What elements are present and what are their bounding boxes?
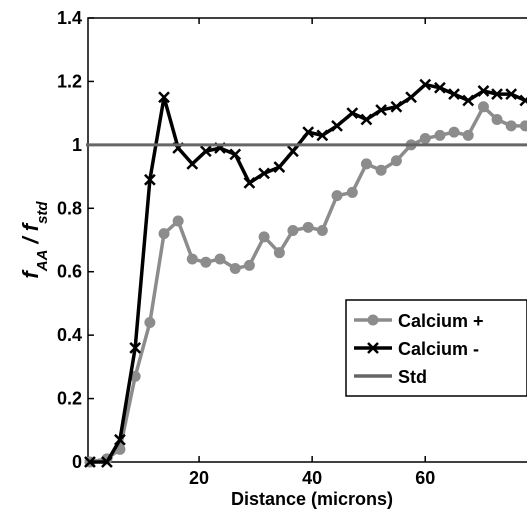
data-point — [229, 263, 241, 275]
legend-label: Calcium - — [398, 339, 479, 359]
y-label-part: / f — [18, 221, 43, 249]
legend-marker — [367, 314, 379, 326]
data-point — [144, 316, 156, 328]
x-tick-label: 60 — [415, 468, 435, 488]
data-point — [287, 145, 299, 158]
data-point — [434, 129, 446, 141]
data-point — [491, 88, 503, 100]
legend-label: Std — [398, 367, 427, 387]
legend-marker — [367, 342, 379, 354]
data-point — [505, 120, 517, 132]
y-tick-label: 1.4 — [57, 8, 82, 28]
data-point — [214, 253, 226, 265]
data-point — [200, 256, 212, 268]
series-line — [89, 103, 526, 464]
data-point — [519, 120, 527, 132]
data-point — [258, 231, 270, 243]
x-tick-label: 40 — [302, 468, 322, 488]
data-point — [462, 129, 474, 141]
series-line — [89, 82, 527, 464]
y-label-subscript: std — [34, 201, 51, 224]
data-point — [243, 259, 255, 271]
data-point — [287, 224, 299, 236]
data-point — [331, 190, 343, 202]
data-point — [477, 101, 489, 113]
y-label-part: f — [18, 269, 43, 279]
data-point — [316, 224, 328, 236]
data-point — [158, 91, 170, 104]
plot-frame — [87, 17, 527, 463]
data-point — [144, 173, 156, 186]
data-point — [419, 133, 431, 145]
data-point — [273, 247, 285, 259]
data-point — [346, 107, 359, 120]
data-point — [346, 186, 358, 198]
data-point — [477, 85, 490, 97]
y-tick-label: 1 — [72, 135, 82, 155]
y-tick-label: 0.4 — [57, 325, 82, 345]
data-point — [375, 104, 388, 116]
data-point — [229, 148, 242, 161]
data-point — [419, 78, 432, 91]
y-tick-label: 1.2 — [57, 71, 82, 91]
data-point — [405, 91, 417, 104]
legend-label: Calcium + — [398, 311, 484, 331]
data-point — [434, 81, 446, 94]
data-point — [375, 164, 387, 176]
data-point — [462, 94, 475, 107]
data-point — [448, 88, 460, 100]
data-point — [101, 456, 113, 468]
data-point — [448, 126, 460, 138]
y-label-subscript: AA — [34, 250, 51, 273]
data-point — [390, 100, 403, 113]
y-tick-label: 0.2 — [57, 389, 82, 409]
data-point — [243, 177, 256, 189]
x-axis-label: Distance (microns) — [231, 489, 393, 509]
data-point — [302, 221, 314, 233]
data-point — [390, 155, 402, 167]
data-point — [302, 126, 315, 139]
data-point — [491, 113, 503, 125]
data-point — [316, 129, 329, 142]
y-tick-label: 0.6 — [57, 262, 82, 282]
y-tick-label: 0 — [72, 452, 82, 472]
data-point — [129, 341, 142, 354]
data-point — [84, 456, 96, 468]
data-point — [199, 145, 212, 158]
data-point — [331, 119, 343, 132]
data-point — [186, 158, 199, 170]
data-point — [258, 167, 270, 180]
y-axis-label: fAA / fstd — [18, 201, 51, 279]
data-point — [360, 113, 373, 126]
data-point — [519, 94, 527, 107]
data-point — [505, 88, 518, 100]
data-point — [186, 253, 198, 265]
data-point — [360, 158, 372, 170]
data-point — [158, 228, 170, 240]
data-point — [114, 433, 126, 446]
data-point — [273, 161, 286, 173]
x-tick-label: 20 — [189, 468, 209, 488]
data-point — [172, 215, 184, 227]
y-tick-label: 0.8 — [57, 198, 82, 218]
